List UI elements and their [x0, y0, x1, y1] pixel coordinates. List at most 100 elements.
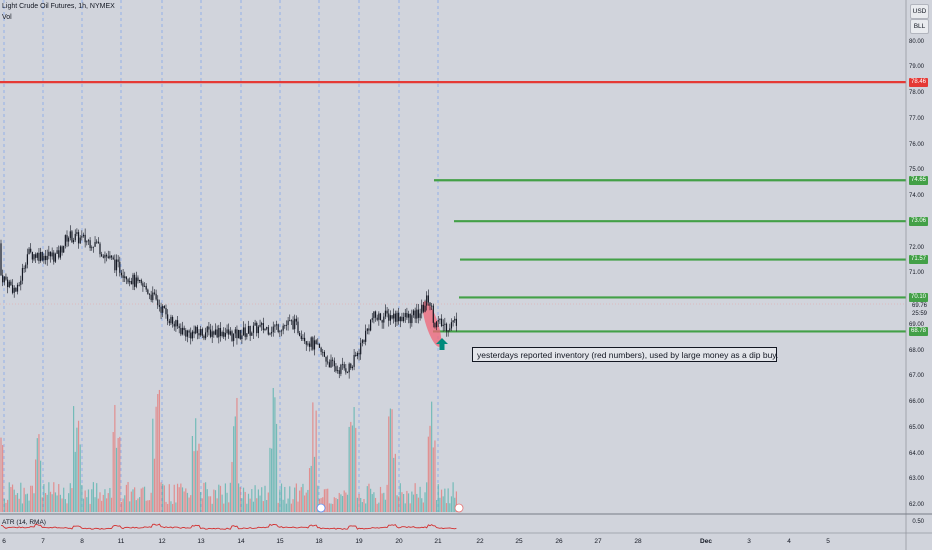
candle-body	[442, 324, 444, 326]
candle-body	[92, 246, 94, 248]
volume-bar	[340, 494, 342, 512]
volume-bar	[432, 447, 434, 512]
volume-bar	[226, 492, 228, 512]
volume-bar	[152, 418, 154, 512]
candle-body	[158, 305, 160, 307]
candle-body	[302, 337, 304, 339]
candle-body	[36, 252, 38, 258]
volume-bar	[424, 492, 426, 512]
candle-body	[134, 274, 136, 287]
currency-unit-button[interactable]: USD	[910, 4, 929, 19]
volume-bar	[274, 397, 276, 512]
candle-body	[175, 320, 177, 327]
time-tick-label: Dec	[700, 538, 712, 545]
volume-bar	[427, 436, 429, 512]
candle-body	[299, 332, 301, 336]
candle-body	[223, 331, 225, 337]
candle-body	[145, 285, 147, 290]
volume-bar	[140, 488, 142, 512]
volume-bar	[403, 493, 405, 512]
candle-body	[404, 312, 406, 317]
volume-bar	[323, 489, 325, 512]
candle-body	[318, 343, 321, 348]
candle-body	[206, 326, 208, 333]
volume-bar	[442, 496, 444, 512]
candle-body	[18, 284, 20, 286]
volume-bar	[421, 498, 423, 512]
candle-body	[213, 331, 215, 335]
candle-body	[193, 331, 195, 334]
candle-body	[294, 318, 296, 330]
time-tick-label: 13	[197, 538, 205, 545]
time-tick-label: 12	[158, 538, 166, 545]
time-tick-label: 8	[80, 538, 84, 545]
candle-body	[82, 234, 85, 237]
level-price-badge: 73.06	[909, 216, 929, 226]
candle-body	[13, 287, 15, 293]
volume-bar	[205, 482, 207, 512]
volume-bar	[229, 482, 231, 512]
candle-body	[135, 277, 137, 287]
candle-body	[295, 318, 297, 322]
volume-bar	[236, 397, 238, 512]
candle-body	[20, 280, 22, 285]
candle-body	[168, 320, 170, 324]
volume-bar	[295, 483, 297, 512]
candle-body	[249, 325, 251, 336]
volume-bar	[353, 407, 355, 512]
candle-body	[109, 255, 111, 259]
candle-body	[79, 237, 81, 244]
candle-body	[137, 277, 139, 282]
candle-body	[183, 327, 185, 331]
candle-body	[162, 306, 164, 313]
volume-bar	[193, 451, 195, 512]
level-price-badge: 74.65	[909, 175, 929, 185]
annotation-note[interactable]: yesterdays reported inventory (red numbe…	[472, 347, 778, 362]
candle-body	[431, 305, 433, 307]
candle-body	[373, 311, 375, 319]
volume-bar	[173, 484, 175, 512]
volume-bar	[163, 485, 165, 512]
volume-bar	[209, 496, 212, 512]
time-tick-label: 25	[515, 538, 523, 545]
candle-body	[242, 327, 245, 336]
candle-body	[252, 325, 255, 333]
candle-body	[241, 335, 243, 340]
volume-bar	[186, 492, 189, 512]
volume-bar	[436, 500, 438, 512]
volume-bar	[333, 497, 335, 512]
volume-bar	[419, 486, 421, 512]
candle-body	[398, 312, 400, 322]
candle-body	[384, 310, 387, 317]
time-tick-label: 4	[787, 538, 791, 545]
volume-bar	[20, 482, 22, 512]
atr-line	[0, 523, 457, 530]
candle-body	[73, 240, 75, 243]
candle-body	[282, 325, 284, 331]
volume-bar	[238, 483, 240, 512]
candle-body	[328, 362, 330, 368]
volume-bar	[412, 494, 415, 512]
volume-bar	[188, 497, 190, 512]
candle-body	[271, 332, 273, 334]
candle-body	[101, 254, 103, 257]
level-price-badge: 68.78	[909, 326, 929, 336]
candle-body	[155, 293, 157, 300]
unit-bll-button[interactable]: BLL	[910, 19, 929, 34]
volume-bar	[346, 494, 349, 512]
candle-body	[63, 245, 65, 253]
volume-bar	[393, 457, 395, 512]
volume-bar	[170, 501, 172, 512]
candle-body	[7, 279, 9, 288]
candle-body	[150, 294, 152, 301]
volume-bar	[28, 500, 30, 512]
candle-body	[74, 233, 76, 241]
candle-body	[77, 232, 80, 244]
price-tick-label: 66.00	[908, 399, 924, 405]
candle-body	[452, 320, 454, 323]
volume-bar	[91, 489, 93, 512]
candle-body	[200, 329, 202, 336]
price-tick-label: 67.00	[908, 373, 924, 380]
candle-body	[436, 321, 438, 328]
